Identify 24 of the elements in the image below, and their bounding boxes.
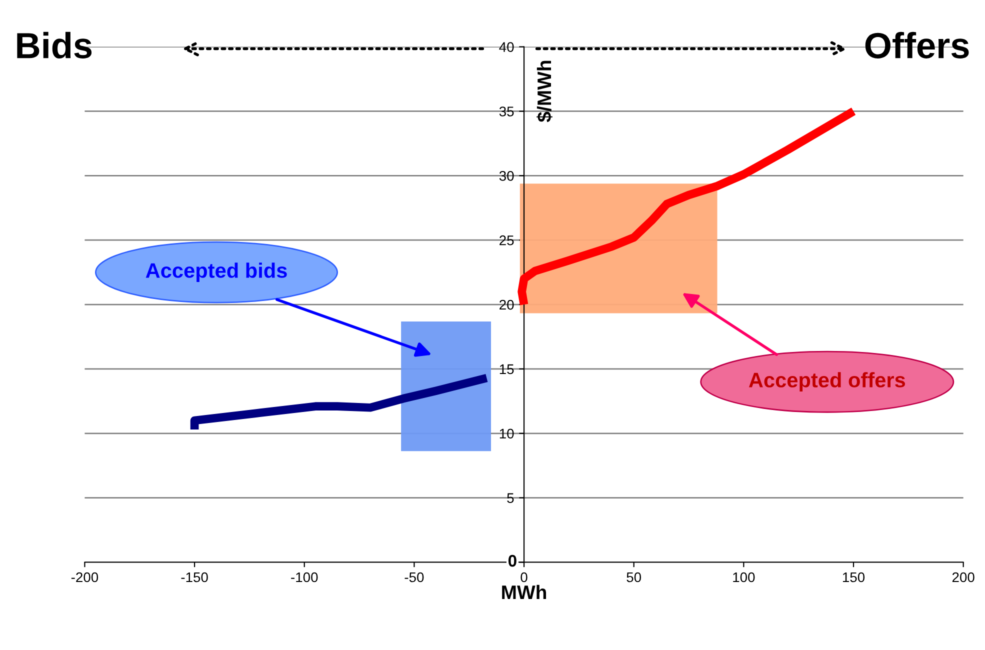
y-tick-label: 10 — [500, 428, 514, 439]
x-tick-label: -100 — [291, 572, 318, 582]
y-tick-label: 0 — [508, 554, 516, 567]
x-tick-label: 0 — [520, 572, 528, 582]
x-tick-label: -150 — [181, 572, 208, 582]
x-tick-label: -50 — [404, 572, 424, 582]
x-tick-label: 150 — [842, 572, 865, 582]
y-tick-label: 5 — [507, 493, 514, 503]
y-tick-label: 40 — [499, 42, 514, 52]
y-tick-label: 25 — [500, 235, 514, 246]
annotation: Offers — [865, 32, 969, 58]
x-tick-label: 50 — [626, 572, 642, 582]
y-tick-label: 35 — [499, 106, 514, 116]
x-tick-label: 200 — [952, 572, 974, 582]
y-tick-label: 15 — [500, 364, 514, 374]
x-tick-label: -200 — [71, 572, 98, 582]
annotation: Accepted offers — [748, 372, 906, 392]
y-tick-label: 20 — [500, 300, 514, 310]
annotation: Bids — [17, 32, 92, 58]
y-tick-label: 30 — [499, 170, 514, 181]
y-axis-title: $/MWh — [536, 60, 552, 122]
x-tick-label: 100 — [733, 572, 755, 582]
annotation: Accepted bids — [146, 262, 287, 282]
x-axis-title: MWh — [502, 584, 546, 600]
